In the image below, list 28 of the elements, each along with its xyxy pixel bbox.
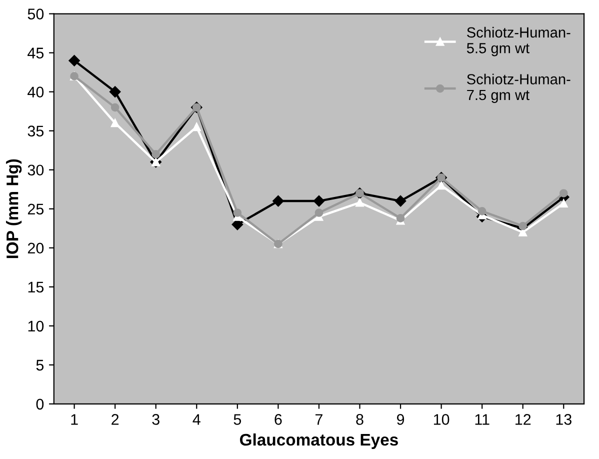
x-tick-label: 10	[434, 414, 450, 425]
y-tick-label: 15	[28, 282, 44, 293]
legend-label: Schiotz-Human- 7.5 gm wt	[467, 74, 570, 103]
x-tick-label: 8	[356, 414, 364, 425]
x-tick-label: 2	[112, 414, 119, 425]
x-tick-label: 7	[316, 414, 322, 425]
x-tick-label: 11	[475, 414, 490, 425]
x-tick-label: 12	[516, 414, 531, 425]
y-tick-label: 10	[28, 320, 44, 332]
y-tick-label: 45	[28, 48, 44, 58]
x-tick-label: 9	[396, 414, 404, 425]
x-tick-label: 1	[71, 414, 78, 425]
x-axis-title: Glaucomatous Eyes	[240, 433, 398, 449]
y-axis-title: IOP (mm Hg)	[6, 159, 22, 258]
y-tick-label: 30	[28, 164, 44, 176]
y-tick-label: 0	[36, 398, 44, 410]
x-tick-label: 5	[234, 414, 242, 425]
y-tick-label: 50	[28, 8, 44, 20]
x-tick-label: 4	[192, 414, 200, 425]
y-tick-label: 20	[28, 242, 44, 254]
y-tick-label: 5	[36, 360, 44, 371]
x-tick-label: 6	[274, 414, 282, 425]
y-tick-label: 25	[28, 204, 44, 215]
y-tick-label: 40	[28, 86, 44, 98]
x-tick-label: 3	[152, 414, 160, 425]
y-tick-label: 35	[28, 126, 44, 136]
x-tick-label: 13	[556, 414, 572, 425]
legend-label: Schiotz-Human- 5.5 gm wt	[466, 26, 570, 56]
